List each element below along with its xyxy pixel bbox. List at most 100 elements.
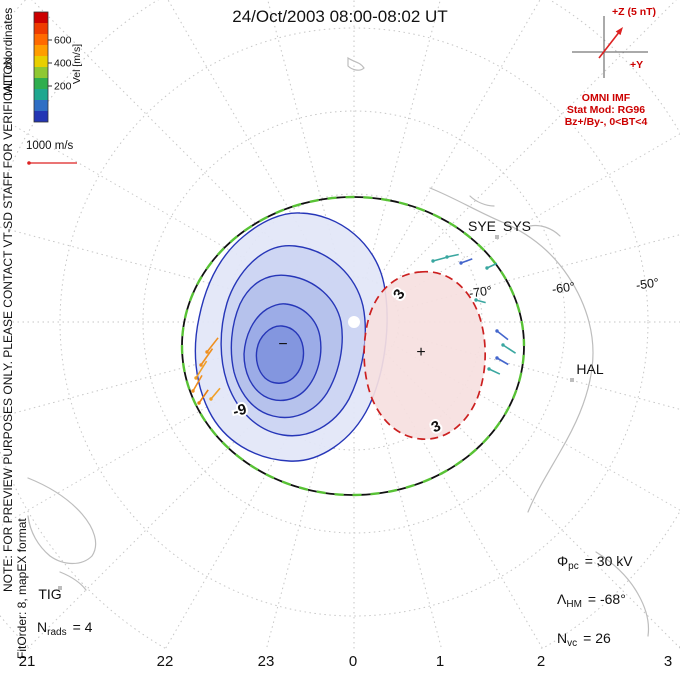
negative-potential-contour	[255, 325, 305, 384]
imf-vector-arrow	[598, 30, 621, 59]
colorbar-segment	[34, 89, 48, 100]
vector-count: Nvc = 26	[557, 630, 611, 649]
nrads-subscript: rads	[47, 627, 66, 638]
colorbar-segment	[34, 45, 48, 56]
coastline-path	[27, 477, 97, 565]
lambda-subscript: HM	[566, 599, 582, 610]
coastline-path	[529, 224, 561, 237]
plot-title: 24/Oct/2003 08:00-08:02 UT	[232, 7, 447, 26]
station-label: TIG	[38, 586, 61, 602]
velocity-vector	[496, 330, 509, 341]
colorbar-border	[33, 11, 49, 123]
mlt-spoke	[26, 353, 323, 649]
nvc-symbol: N	[557, 630, 567, 646]
coastlines	[27, 56, 650, 637]
velocity-vector	[192, 375, 203, 392]
mlt-axis-label: 21	[19, 653, 36, 670]
lambda-symbol: Λ	[557, 591, 567, 607]
velocity-vector	[195, 360, 208, 379]
scale-vector-label: 1000 m/s	[26, 140, 74, 152]
mlt-axis-label: 0	[349, 653, 357, 670]
colorbar-tick-label: 200	[54, 81, 72, 93]
imf-source-label: OMNI IMF	[582, 92, 631, 104]
colorbar-segment	[34, 111, 48, 122]
velocity-vector	[198, 389, 209, 404]
coastline-path	[59, 571, 87, 591]
coastline-path	[595, 551, 650, 637]
imf-z-label: +Z (5 nT)	[612, 6, 656, 18]
mlt-axis-label: 3	[664, 653, 672, 670]
velocity-vector-origin	[194, 376, 198, 380]
nvc-subscript: vc	[567, 638, 577, 649]
positive-cell-marker: +	[416, 344, 425, 361]
scale-vector-origin	[27, 161, 31, 165]
cross-polar-cap-potential: Φpc = 30 kV	[557, 553, 633, 572]
station-label: HAL	[576, 361, 603, 377]
colorbar-segment	[34, 100, 48, 111]
mlt-axis-label: 1	[436, 653, 444, 670]
imf-vector-arrowhead	[615, 27, 623, 36]
velocity-vector-origin	[487, 367, 491, 371]
preview-note: NOTE: FOR PREVIEW PURPOSES ONLY. PLEASE …	[1, 53, 15, 592]
latitude-label: -50°	[635, 276, 660, 293]
colorbar-segment	[34, 78, 48, 89]
coastline-path	[347, 56, 365, 71]
colorbar-tick-label: 400	[54, 58, 72, 70]
velocity-vector	[502, 344, 517, 354]
mlt-spoke	[392, 133, 680, 300]
velocity-vector-origin	[459, 261, 463, 265]
mlt-axis-label: 23	[258, 653, 275, 670]
velocity-vector	[486, 262, 498, 269]
velocity-vector	[206, 337, 219, 353]
station-label: SYS	[503, 218, 531, 234]
hm-latitude: ΛHM = -68°	[557, 591, 626, 610]
latitude-label: -60°	[551, 280, 576, 297]
velocity-vector	[488, 368, 501, 375]
latitude-label: -70°	[468, 284, 493, 301]
colorbar-segment	[34, 67, 48, 78]
phi-value: = 30 kV	[585, 553, 634, 569]
nrads-symbol: N	[37, 619, 47, 635]
velocity-colorbar: 600 400 200	[33, 11, 72, 123]
nrads-value: = 4	[73, 619, 93, 635]
mlt-spoke	[31, 0, 323, 291]
positive-potential-contour	[363, 270, 486, 440]
velocity-vector-origin	[199, 363, 203, 367]
velocity-vector-origin	[495, 329, 499, 333]
fit-order-note: FitOrder: 8, mapEX format	[15, 518, 29, 659]
mlt-spoke	[385, 0, 677, 291]
mlt-axis-label: 22	[157, 653, 174, 670]
colorbar-segment	[34, 12, 48, 23]
mlt-axis-label: 2	[537, 653, 545, 670]
lambda-value: = -68°	[588, 591, 626, 607]
radar-count: Nrads = 4	[37, 619, 93, 638]
station-marker	[570, 378, 574, 382]
colorbar-label: Vel [m/s]	[71, 44, 83, 84]
colorbar-segment	[34, 56, 48, 67]
negative-cell-marker: −	[278, 336, 287, 353]
phi-subscript: pc	[568, 561, 579, 572]
velocity-vector-origin	[431, 259, 435, 263]
velocity-vector	[460, 258, 473, 264]
station-label: SYE	[468, 218, 496, 234]
velocity-vector	[446, 253, 459, 258]
station-marker	[58, 586, 62, 590]
station-marker	[495, 235, 499, 239]
velocity-vector-origin	[197, 401, 201, 405]
velocity-vector-origin	[474, 298, 478, 302]
mlt-spoke	[376, 0, 541, 284]
coastline-path	[429, 187, 594, 513]
colorbar-segment	[34, 23, 48, 34]
velocity-vector	[496, 357, 509, 366]
colorbar-tick-label: 600	[54, 35, 72, 47]
imf-condition-label: Bz+/By-, 0<BT<4	[565, 116, 648, 128]
velocity-vector-origin	[205, 350, 209, 354]
mlt-coordinates-label: MLT coordinates	[1, 8, 15, 96]
velocity-vector	[200, 348, 214, 366]
velocity-vector-origin	[191, 389, 195, 393]
hm-boundary-green	[180, 195, 526, 497]
velocity-vector-origin	[445, 255, 449, 259]
nvc-value: = 26	[583, 630, 611, 646]
